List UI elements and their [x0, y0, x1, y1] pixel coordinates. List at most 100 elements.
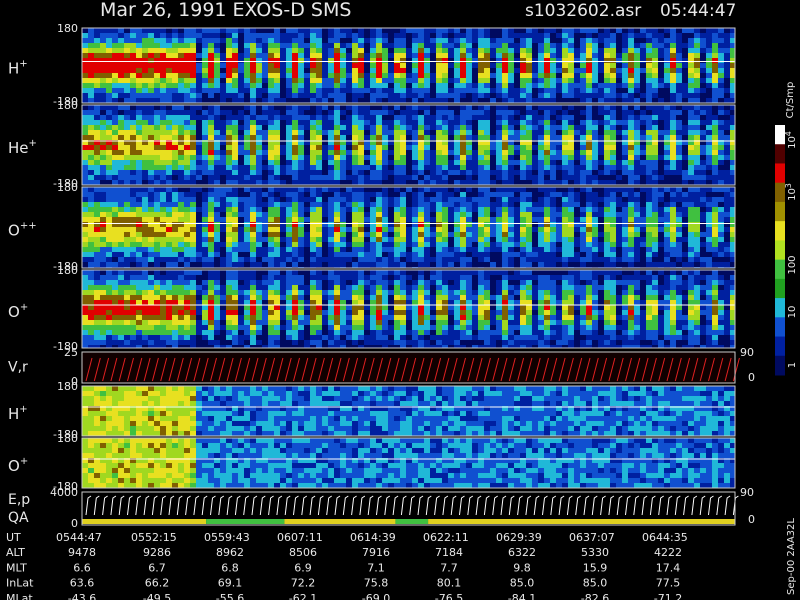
spectrogram-cell — [520, 140, 526, 145]
spectrogram-cell — [154, 165, 160, 170]
spectrogram-cell — [532, 38, 538, 43]
spectrogram-cell — [358, 232, 364, 237]
spectrogram-cell — [478, 68, 484, 73]
spectrogram-cell — [148, 125, 154, 130]
spectrogram-cell — [496, 88, 502, 93]
spectrogram-cell — [442, 120, 448, 125]
spectrogram-cell — [412, 145, 418, 150]
spectrogram-cell — [148, 202, 154, 207]
spectrogram-cell — [610, 33, 616, 38]
spectrogram-cell — [532, 28, 538, 33]
spectrogram-cell — [592, 160, 598, 165]
spectrogram-cell — [460, 93, 466, 98]
spectrogram-cell — [526, 125, 532, 130]
spectrogram-cell — [346, 212, 352, 217]
spectrogram-cell — [88, 105, 94, 110]
spectrogram-cell — [490, 125, 496, 130]
spectrogram-cell — [460, 150, 466, 155]
spectrogram-cell — [682, 160, 688, 165]
spectrogram-cell — [340, 145, 346, 150]
spectrogram-cell — [358, 78, 364, 83]
spectrogram-cell — [544, 160, 550, 165]
spectrogram-cell — [406, 115, 412, 120]
spectrogram-cell — [454, 48, 460, 53]
spectrogram-cell — [298, 160, 304, 165]
spectrogram-cell — [196, 160, 202, 165]
spectrogram-cell — [178, 212, 184, 217]
spectrogram-cell — [478, 232, 484, 237]
spectrogram-cell — [178, 83, 184, 88]
spectrogram-cell — [94, 68, 100, 73]
spectrogram-cell — [634, 68, 640, 73]
spectrogram-cell — [388, 212, 394, 217]
spectrogram-cell — [88, 73, 94, 78]
spectrogram-cell — [82, 88, 88, 93]
spectrogram-cell — [724, 83, 730, 88]
spectrogram-cell — [472, 252, 478, 257]
spectrogram-cell — [166, 110, 172, 115]
spectrogram-cell — [130, 180, 136, 185]
spectrogram-cell — [202, 73, 208, 78]
spectrogram-cell — [676, 180, 682, 185]
spectrogram-cell — [148, 48, 154, 53]
spectrogram-cell — [682, 48, 688, 53]
spectrogram-cell — [298, 192, 304, 197]
spectrogram-cell — [280, 222, 286, 227]
spectrogram-cell — [442, 155, 448, 160]
spectrogram-cell — [388, 63, 394, 68]
spectrogram-cell — [514, 192, 520, 197]
spectrogram-cell — [400, 38, 406, 43]
spectrogram-cell — [640, 180, 646, 185]
spectrogram-cell — [208, 202, 214, 207]
spectrogram-cell — [94, 197, 100, 202]
spectrogram-cell — [628, 88, 634, 93]
spectrogram-cell — [448, 197, 454, 202]
spectrogram-cell — [532, 252, 538, 257]
spectrogram-cell — [640, 237, 646, 242]
spectrogram-cell — [100, 257, 106, 262]
spectrogram-cell — [430, 63, 436, 68]
spectrogram-cell — [196, 68, 202, 73]
spectrogram-cell — [730, 110, 735, 115]
spectrogram-cell — [514, 232, 520, 237]
spectrogram-cell — [544, 120, 550, 125]
spectrogram-cell — [526, 58, 532, 63]
spectrogram-cell — [478, 93, 484, 98]
spectrogram-cell — [454, 180, 460, 185]
spectrogram-cell — [604, 135, 610, 140]
spectrogram-cell — [466, 48, 472, 53]
spectrogram-cell — [592, 207, 598, 212]
spectrogram-cell — [430, 197, 436, 202]
spectrogram-cell — [550, 180, 556, 185]
spectrogram-cell — [640, 212, 646, 217]
spectrogram-cell — [112, 68, 118, 73]
spectrogram-cell — [412, 88, 418, 93]
spectrogram-cell — [550, 202, 556, 207]
spectrogram-cell — [550, 63, 556, 68]
spectrogram-cell — [586, 115, 592, 120]
spectrogram-cell — [154, 217, 160, 222]
spectrogram-cell — [382, 93, 388, 98]
spectrogram-cell — [250, 247, 256, 252]
spectrogram-cell — [88, 120, 94, 125]
spectrogram-cell — [646, 120, 652, 125]
spectrogram-cell — [478, 28, 484, 33]
spectrogram-cell — [700, 28, 706, 33]
spectrogram-cell — [82, 53, 88, 58]
spectrogram-cell — [664, 155, 670, 160]
spectrogram-cell — [652, 115, 658, 120]
spectrogram-cell — [88, 257, 94, 262]
spectrogram-cell — [112, 78, 118, 83]
spectrogram-cell — [694, 33, 700, 38]
spectrogram-cell — [334, 252, 340, 257]
spectrogram-cell — [328, 202, 334, 207]
spectrogram-cell — [94, 217, 100, 222]
spectrogram-cell — [334, 120, 340, 125]
spectrogram-cell — [658, 73, 664, 78]
spectrogram-cell — [238, 202, 244, 207]
spectrogram-cell — [196, 232, 202, 237]
spectrogram-cell — [238, 73, 244, 78]
spectrogram-cell — [484, 180, 490, 185]
spectrogram-cell — [310, 192, 316, 197]
spectrogram-cell — [568, 135, 574, 140]
